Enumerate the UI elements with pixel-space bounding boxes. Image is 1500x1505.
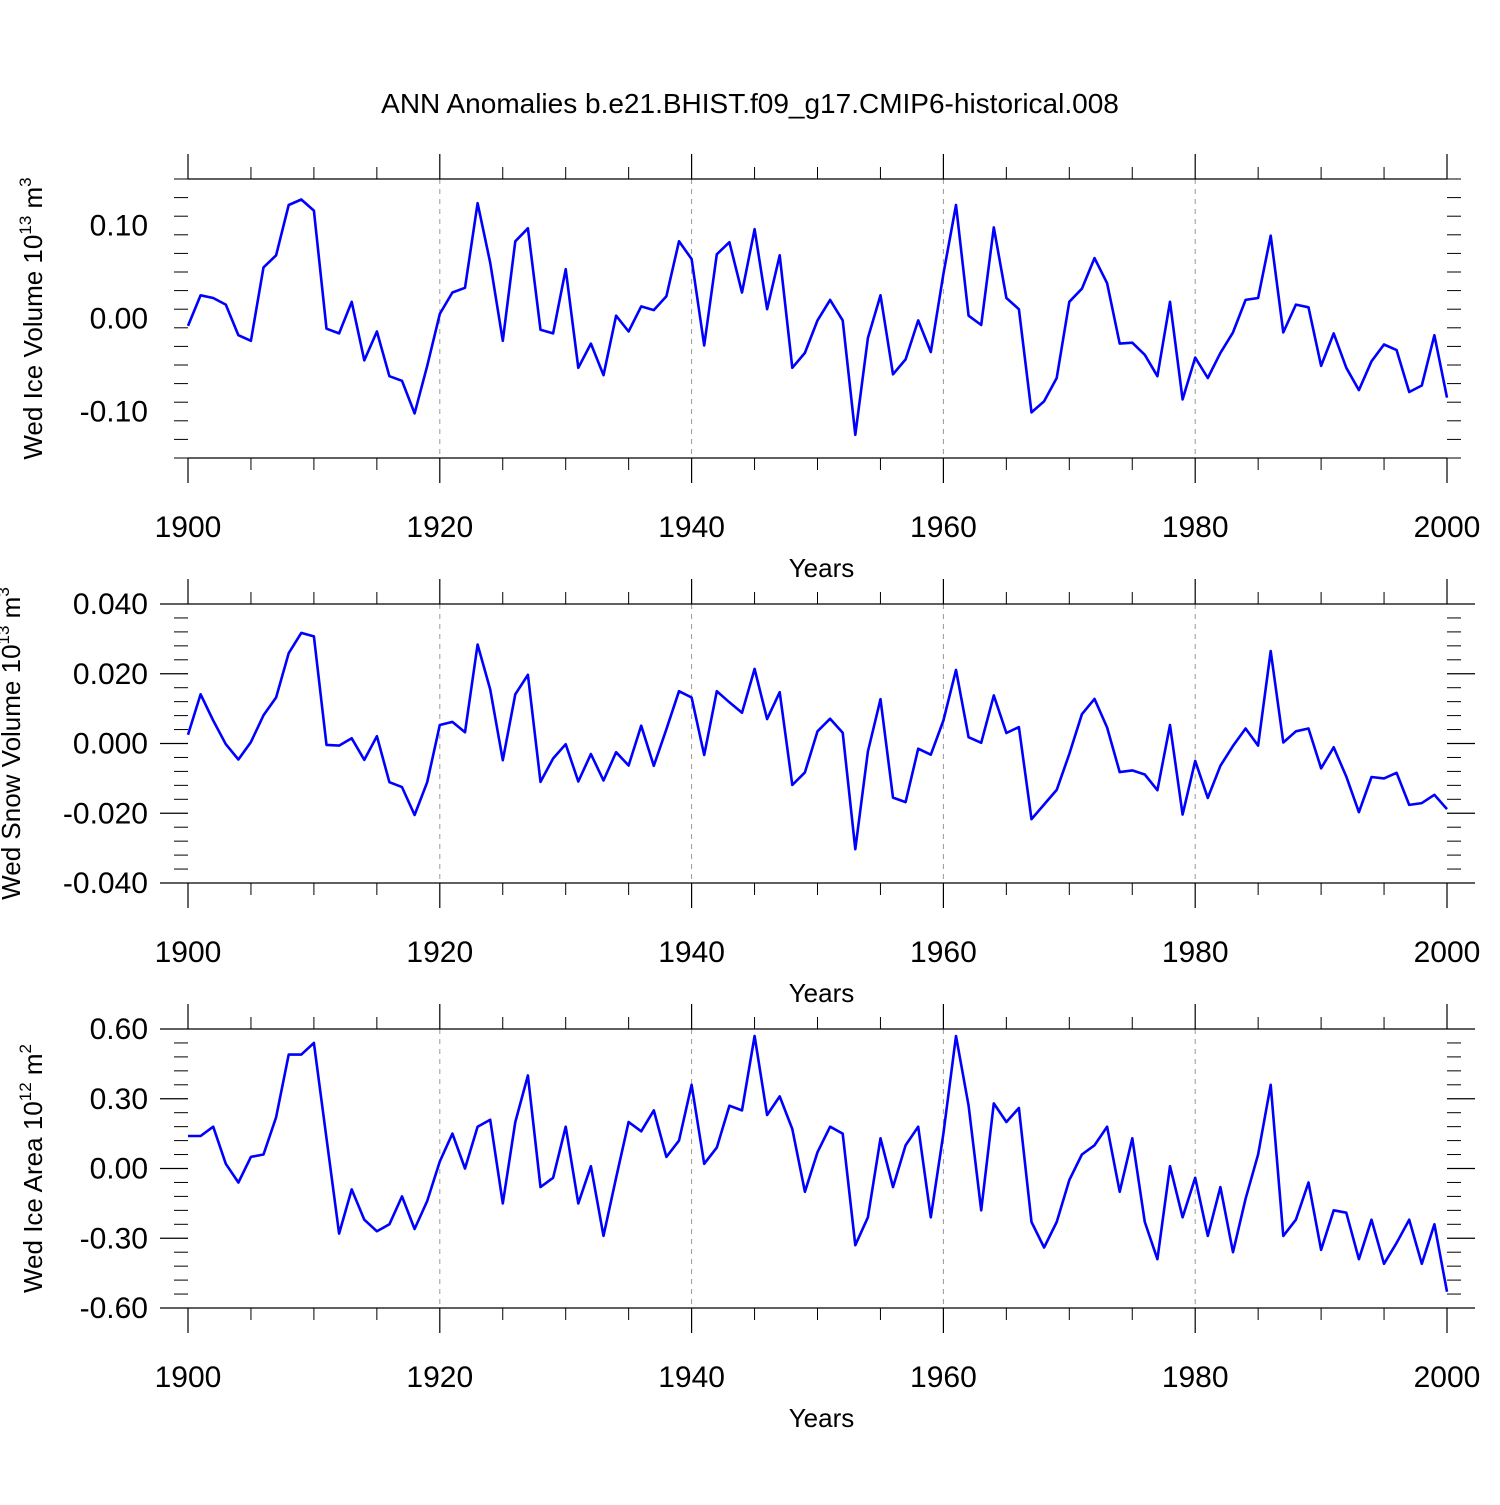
x-tick-label: 2000 — [1414, 1361, 1481, 1394]
y-axis-label-exponent: 13 — [16, 216, 35, 235]
figure-title: ANN Anomalies b.e21.BHIST.f09_g17.CMIP6-… — [381, 88, 1119, 119]
series-line — [186, 631, 1448, 851]
panel-3: 0.60 0.30 0.00 -0.30 -0.60 1900 1920 1940 1960 19… — [16, 1004, 1480, 1433]
x-tick-label: 1960 — [910, 936, 977, 969]
y-tick-label: 0.00 — [90, 303, 148, 336]
x-tick-label: 1980 — [1162, 511, 1229, 544]
y-tick-label: 0.040 — [73, 588, 148, 621]
y-axis-label-unit-exponent: 3 — [0, 587, 13, 596]
y-axis-label-unit-exponent: 2 — [16, 1044, 35, 1053]
series-line — [188, 1034, 1449, 1292]
x-tick-label: 1920 — [406, 936, 473, 969]
x-tick-label: 1960 — [910, 1361, 977, 1394]
y-axis-label-text: Wed Ice Area 10 — [18, 1101, 48, 1293]
x-tick-label: 1940 — [658, 1361, 725, 1394]
x-axis-label: Years — [789, 978, 855, 1008]
x-tick-label: 1900 — [155, 511, 222, 544]
y-axis-label-exponent: 13 — [0, 626, 13, 645]
panel-1: 0.10 0.00 -0.10 1900 1920 1940 1960 1980 2000 Yea… — [16, 154, 1480, 583]
x-tick-label: 1940 — [658, 936, 725, 969]
y-tick-label: 0.60 — [90, 1013, 148, 1046]
y-axis-label-unit: m — [18, 1053, 48, 1082]
x-tick-label: 1900 — [155, 1361, 222, 1394]
x-tick-label: 2000 — [1414, 936, 1481, 969]
y-axis-label-unit-exponent: 3 — [16, 177, 35, 186]
x-tick-label: 1980 — [1162, 936, 1229, 969]
y-tick-label: 0.10 — [90, 210, 148, 243]
x-tick-label: 1960 — [910, 511, 977, 544]
x-tick-label: 1920 — [406, 1361, 473, 1394]
y-axis-label-text: Wed Ice Volume 10 — [18, 235, 48, 460]
y-axis-label-unit: m — [0, 597, 26, 626]
y-tick-label: -0.30 — [80, 1222, 148, 1255]
y-axis-label: Wed Ice Area 1012 m2 — [16, 1044, 48, 1293]
series-line — [186, 198, 1449, 437]
y-axis-label-exponent: 12 — [16, 1082, 35, 1101]
y-tick-label: -0.10 — [80, 396, 148, 429]
x-tick-label: 1920 — [406, 511, 473, 544]
x-tick-label: 1980 — [1162, 1361, 1229, 1394]
y-tick-label: 0.000 — [73, 728, 148, 761]
x-tick-label: 1940 — [658, 511, 725, 544]
y-tick-label: -0.020 — [63, 797, 148, 830]
x-axis-label: Years — [789, 553, 855, 583]
y-tick-label: -0.60 — [80, 1292, 148, 1325]
y-tick-label: -0.040 — [63, 867, 148, 900]
x-axis-label: Years — [789, 1403, 855, 1433]
y-axis-label-text: Wed Snow Volume 10 — [0, 644, 26, 899]
y-axis-label-unit: m — [18, 187, 48, 216]
y-tick-label: 0.020 — [73, 658, 148, 691]
x-tick-label: 2000 — [1414, 511, 1481, 544]
y-tick-label: 0.00 — [90, 1153, 148, 1186]
x-tick-label: 1900 — [155, 936, 222, 969]
y-tick-label: 0.30 — [90, 1083, 148, 1116]
y-axis-label: Wed Ice Volume 1013 m3 — [16, 177, 48, 459]
panel-2: 0.040 0.020 0.000 -0.020 -0.040 1900 1920 1940 1… — [0, 579, 1480, 1008]
y-axis-label: Wed Snow Volume 1013 m3 — [0, 587, 26, 900]
